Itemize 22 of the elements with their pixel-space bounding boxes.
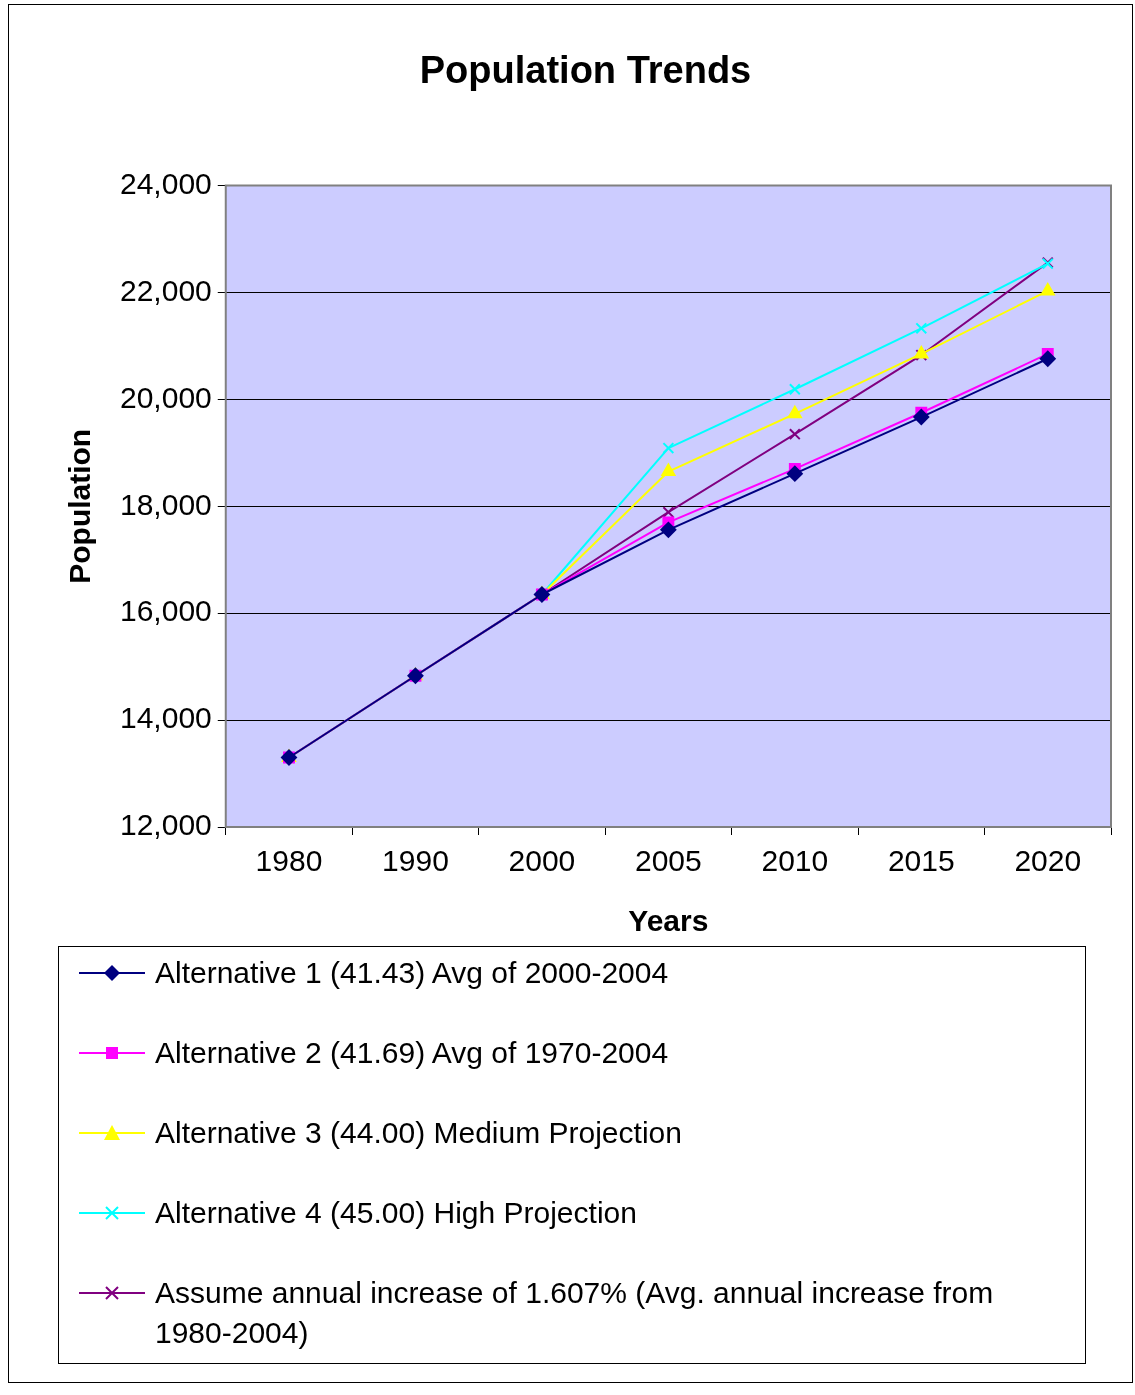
x-tick-label: 1980 — [255, 844, 323, 878]
legend-label: Alternative 3 (44.00) Medium Projection — [155, 1115, 682, 1151]
y-tick-label: 16,000 — [119, 594, 212, 628]
y-tick-label: 24,000 — [119, 166, 212, 200]
legend-label: Alternative 4 (45.00) High Projection — [155, 1195, 637, 1231]
y-tick-label: 14,000 — [119, 701, 212, 735]
y-tick-label: 20,000 — [119, 380, 212, 414]
x-tick-label: 1990 — [382, 844, 449, 878]
y-axis-title: Population — [63, 428, 97, 584]
x-tick-label: 2000 — [508, 844, 576, 878]
legend-label: Assume annual increase of 1.607% (Avg. annual increase from 1980-2004) — [155, 1275, 995, 1351]
x-tick-label: 2010 — [761, 844, 829, 878]
y-tick-label: 18,000 — [119, 487, 212, 521]
y-tick-label: 12,000 — [119, 808, 212, 842]
x-axis-title: Years — [628, 904, 709, 938]
y-tick-label: 22,000 — [119, 273, 212, 307]
legend-label: Alternative 1 (41.43) Avg of 2000-2004 — [155, 955, 669, 991]
x-tick-label: 2020 — [1014, 844, 1082, 878]
x-tick-label: 2015 — [887, 844, 955, 878]
chart-title: Population Trends — [419, 49, 752, 92]
legend-label: Alternative 2 (41.69) Avg of 1970-2004 — [155, 1035, 669, 1071]
x-tick-label: 2005 — [635, 844, 702, 878]
